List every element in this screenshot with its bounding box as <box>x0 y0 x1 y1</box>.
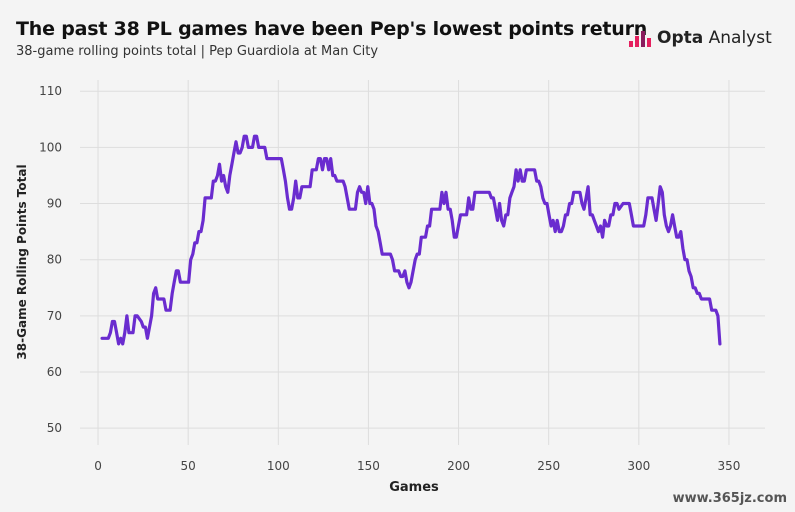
chart-subtitle: 38-game rolling points total | Pep Guard… <box>16 44 379 59</box>
series-group <box>100 134 722 346</box>
y-axis-ticks: 50 60 70 80 90 100 110 <box>39 84 62 435</box>
y-tick-label: 90 <box>47 197 62 211</box>
y-tick-label: 50 <box>47 421 62 435</box>
opta-bars-logo-icon <box>629 31 651 47</box>
x-axis-label: Games <box>389 480 439 495</box>
logo-product: Analyst <box>708 28 772 48</box>
y-axis-label: 38-Game Rolling Points Total <box>15 164 29 359</box>
y-tick-label: 70 <box>47 309 62 323</box>
x-axis-ticks: 0 50 100 150 200 250 300 350 <box>94 459 740 473</box>
y-tick-label: 100 <box>39 140 62 154</box>
x-tick-label: 150 <box>357 459 380 473</box>
logo-brand: Opta <box>657 28 704 48</box>
x-tick-label: 250 <box>537 459 560 473</box>
x-tick-label: 50 <box>181 459 196 473</box>
x-tick-label: 0 <box>94 459 102 473</box>
x-tick-label: 100 <box>267 459 290 473</box>
watermark: www.365jz.com <box>672 491 787 506</box>
y-tick-label: 80 <box>47 253 62 267</box>
opta-analyst-logo: Opta Analyst <box>629 28 772 48</box>
rolling-points-line <box>100 134 722 346</box>
x-tick-label: 350 <box>717 459 740 473</box>
chart-grid <box>80 80 765 445</box>
y-tick-label: 60 <box>47 365 62 379</box>
logo-text: Opta Analyst <box>657 28 772 48</box>
x-tick-label: 200 <box>447 459 470 473</box>
y-tick-label: 110 <box>39 84 62 98</box>
x-tick-label: 300 <box>627 459 650 473</box>
chart-title: The past 38 PL games have been Pep's low… <box>16 18 648 40</box>
